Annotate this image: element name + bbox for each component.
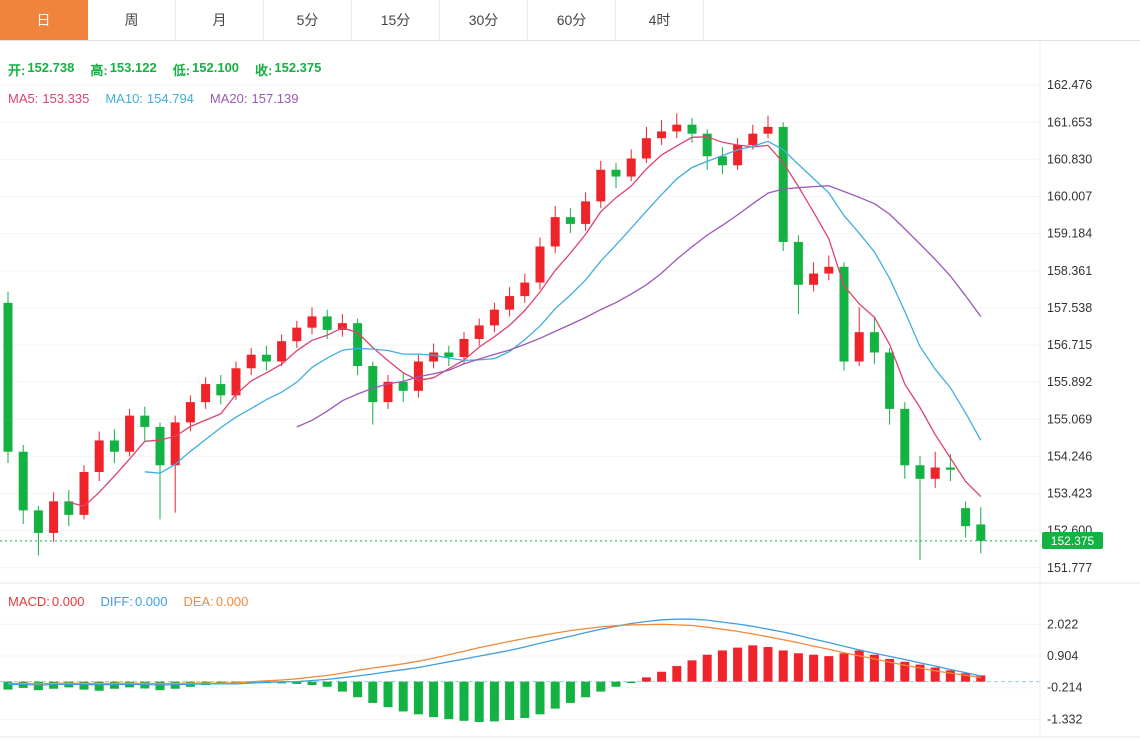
svg-text:161.653: 161.653 <box>1047 115 1092 129</box>
chart-area[interactable]: 162.476 161.653 160.830 160.007 159.184 158.3… <box>0 41 1140 746</box>
ma5-line <box>68 136 982 508</box>
svg-text:160.830: 160.830 <box>1047 152 1092 166</box>
current-price-badge: 152.375 <box>1042 532 1103 550</box>
tab-15min[interactable]: 15分 <box>352 0 440 40</box>
tab-day[interactable]: 日 <box>0 0 88 40</box>
svg-text:155.892: 155.892 <box>1047 375 1092 389</box>
tab-30min[interactable]: 30分 <box>440 0 528 40</box>
svg-text:155.069: 155.069 <box>1047 412 1092 426</box>
ma10-line <box>144 140 982 474</box>
timeframe-tabs: 日 周 月 5分 15分 30分 60分 4时 <box>0 0 1140 41</box>
svg-text:-0.214: -0.214 <box>1047 681 1082 695</box>
tab-5min[interactable]: 5分 <box>264 0 352 40</box>
svg-text:0.904: 0.904 <box>1047 649 1078 663</box>
tab-week[interactable]: 周 <box>88 0 176 40</box>
svg-text:159.184: 159.184 <box>1047 227 1092 241</box>
tab-month[interactable]: 月 <box>176 0 264 40</box>
svg-text:157.538: 157.538 <box>1047 301 1092 315</box>
diff-line <box>8 618 981 686</box>
chart-canvas[interactable]: 162.476 161.653 160.830 160.007 159.184 158.3… <box>0 41 1140 746</box>
svg-text:156.715: 156.715 <box>1047 338 1092 352</box>
dea-line <box>8 623 981 685</box>
ma20-line <box>296 185 982 428</box>
svg-text:2.022: 2.022 <box>1047 617 1078 631</box>
tab-60min[interactable]: 60分 <box>528 0 616 40</box>
svg-text:153.423: 153.423 <box>1047 487 1092 501</box>
tab-4hour[interactable]: 4时 <box>616 0 704 40</box>
svg-text:151.777: 151.777 <box>1047 561 1092 575</box>
svg-text:160.007: 160.007 <box>1047 190 1092 204</box>
candles <box>3 113 986 560</box>
macd-bars <box>3 645 986 722</box>
svg-text:162.476: 162.476 <box>1047 78 1092 92</box>
svg-text:154.246: 154.246 <box>1047 449 1092 463</box>
svg-text:158.361: 158.361 <box>1047 264 1092 278</box>
svg-text:-1.332: -1.332 <box>1047 712 1082 726</box>
